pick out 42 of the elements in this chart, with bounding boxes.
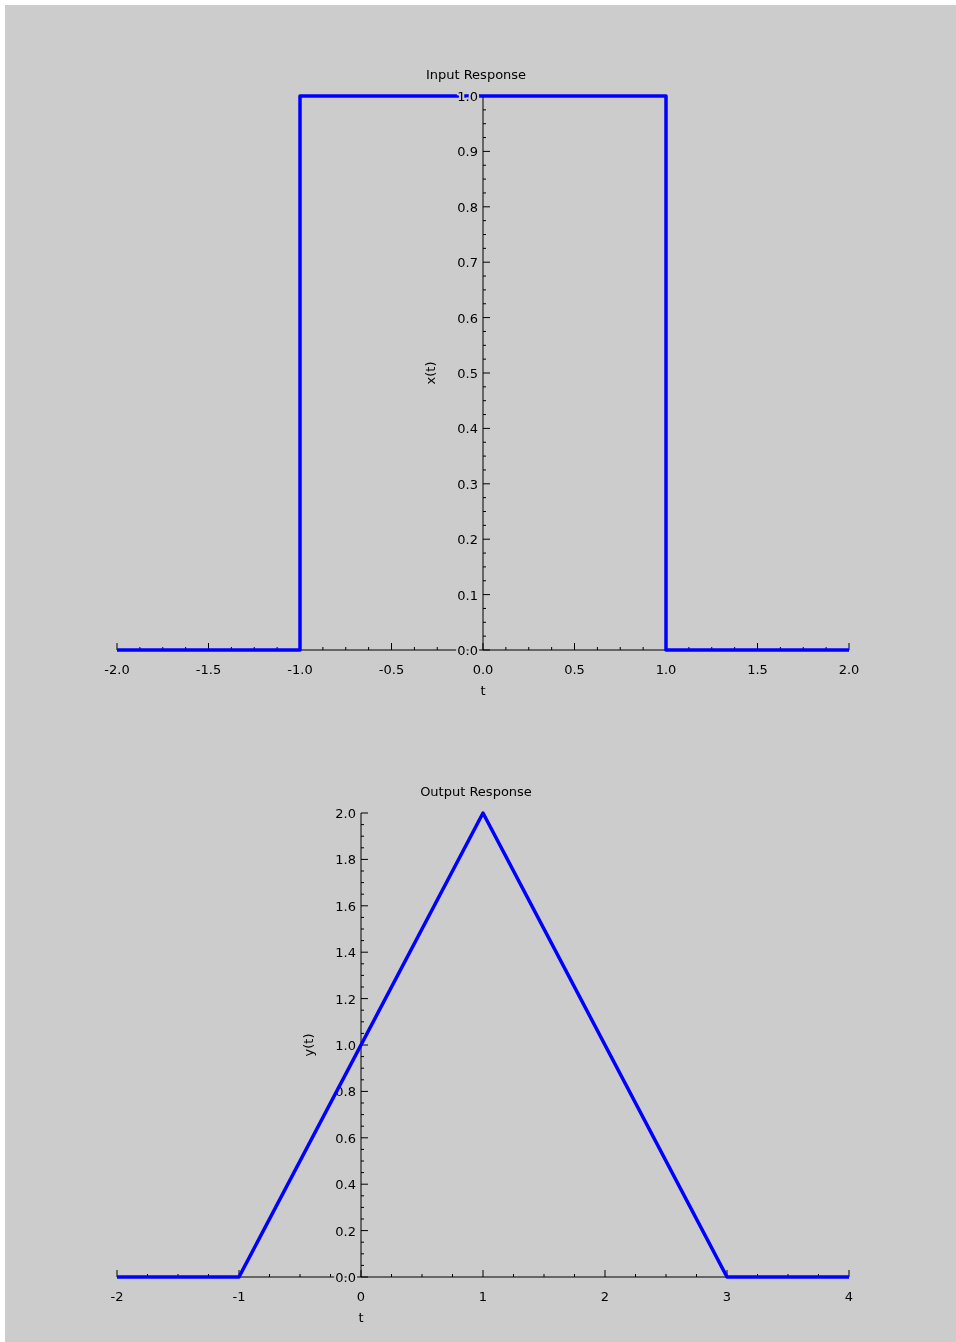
- y-tick-label: 0.0: [335, 1270, 356, 1285]
- y-axis-title: y(t): [301, 1033, 316, 1057]
- y-tick-label: 0.2: [335, 1223, 356, 1239]
- y-tick-label: 2.0: [335, 806, 356, 821]
- x-tick-label: -1: [232, 1289, 246, 1304]
- y-tick-label: 0.4: [335, 1177, 356, 1193]
- x-tick-label: -2: [110, 1289, 124, 1304]
- chart-title: Output Response: [420, 784, 532, 799]
- y-tick-label: 1.6: [335, 898, 356, 914]
- chart-title: Input Response: [425, 67, 527, 82]
- x-tick-label: 1.0: [655, 662, 677, 677]
- x-tick-label: 0.0: [472, 662, 494, 677]
- x-tick-label: 4: [844, 1289, 854, 1304]
- y-tick-label: 1.8: [335, 852, 356, 868]
- x-tick-label: 0.5: [564, 662, 585, 677]
- y-tick-label: 0.2: [457, 532, 478, 548]
- x-tick-label: 2.0: [838, 662, 860, 677]
- y-tick-label: 0.0: [457, 643, 478, 658]
- y-tick-label: 0.9: [457, 144, 478, 160]
- y-tick-label: 1.0: [335, 1038, 356, 1053]
- x-tick-label: 1: [478, 1289, 488, 1304]
- x-tick-label: -1.0: [287, 662, 313, 677]
- x-tick-label: -2.0: [104, 662, 130, 677]
- x-tick-label: 2: [600, 1289, 610, 1304]
- y-tick-label: 1.2: [335, 991, 356, 1007]
- x-tick-label: 3: [722, 1289, 732, 1304]
- y-tick-label: 0.7: [457, 255, 478, 271]
- y-tick-label: 0.4: [457, 421, 478, 437]
- y-tick-label: 0.5: [457, 366, 478, 381]
- x-tick-label: 0: [356, 1289, 366, 1304]
- y-tick-label: 0.8: [457, 199, 478, 215]
- y-tick-label: 0.6: [335, 1130, 356, 1146]
- x-tick-label: -1.5: [195, 662, 222, 677]
- x-axis-title: t: [358, 1310, 364, 1325]
- x-tick-label: -0.5: [378, 662, 405, 677]
- y-tick-label: 0.6: [457, 310, 478, 326]
- y-tick-label: 0.3: [457, 476, 478, 492]
- y-tick-label: 1.4: [335, 945, 356, 961]
- x-tick-label: 1.5: [747, 662, 768, 677]
- y-tick-label: 0.1: [457, 587, 478, 603]
- x-axis-title: t: [480, 683, 486, 698]
- y-axis-title: x(t): [423, 361, 438, 385]
